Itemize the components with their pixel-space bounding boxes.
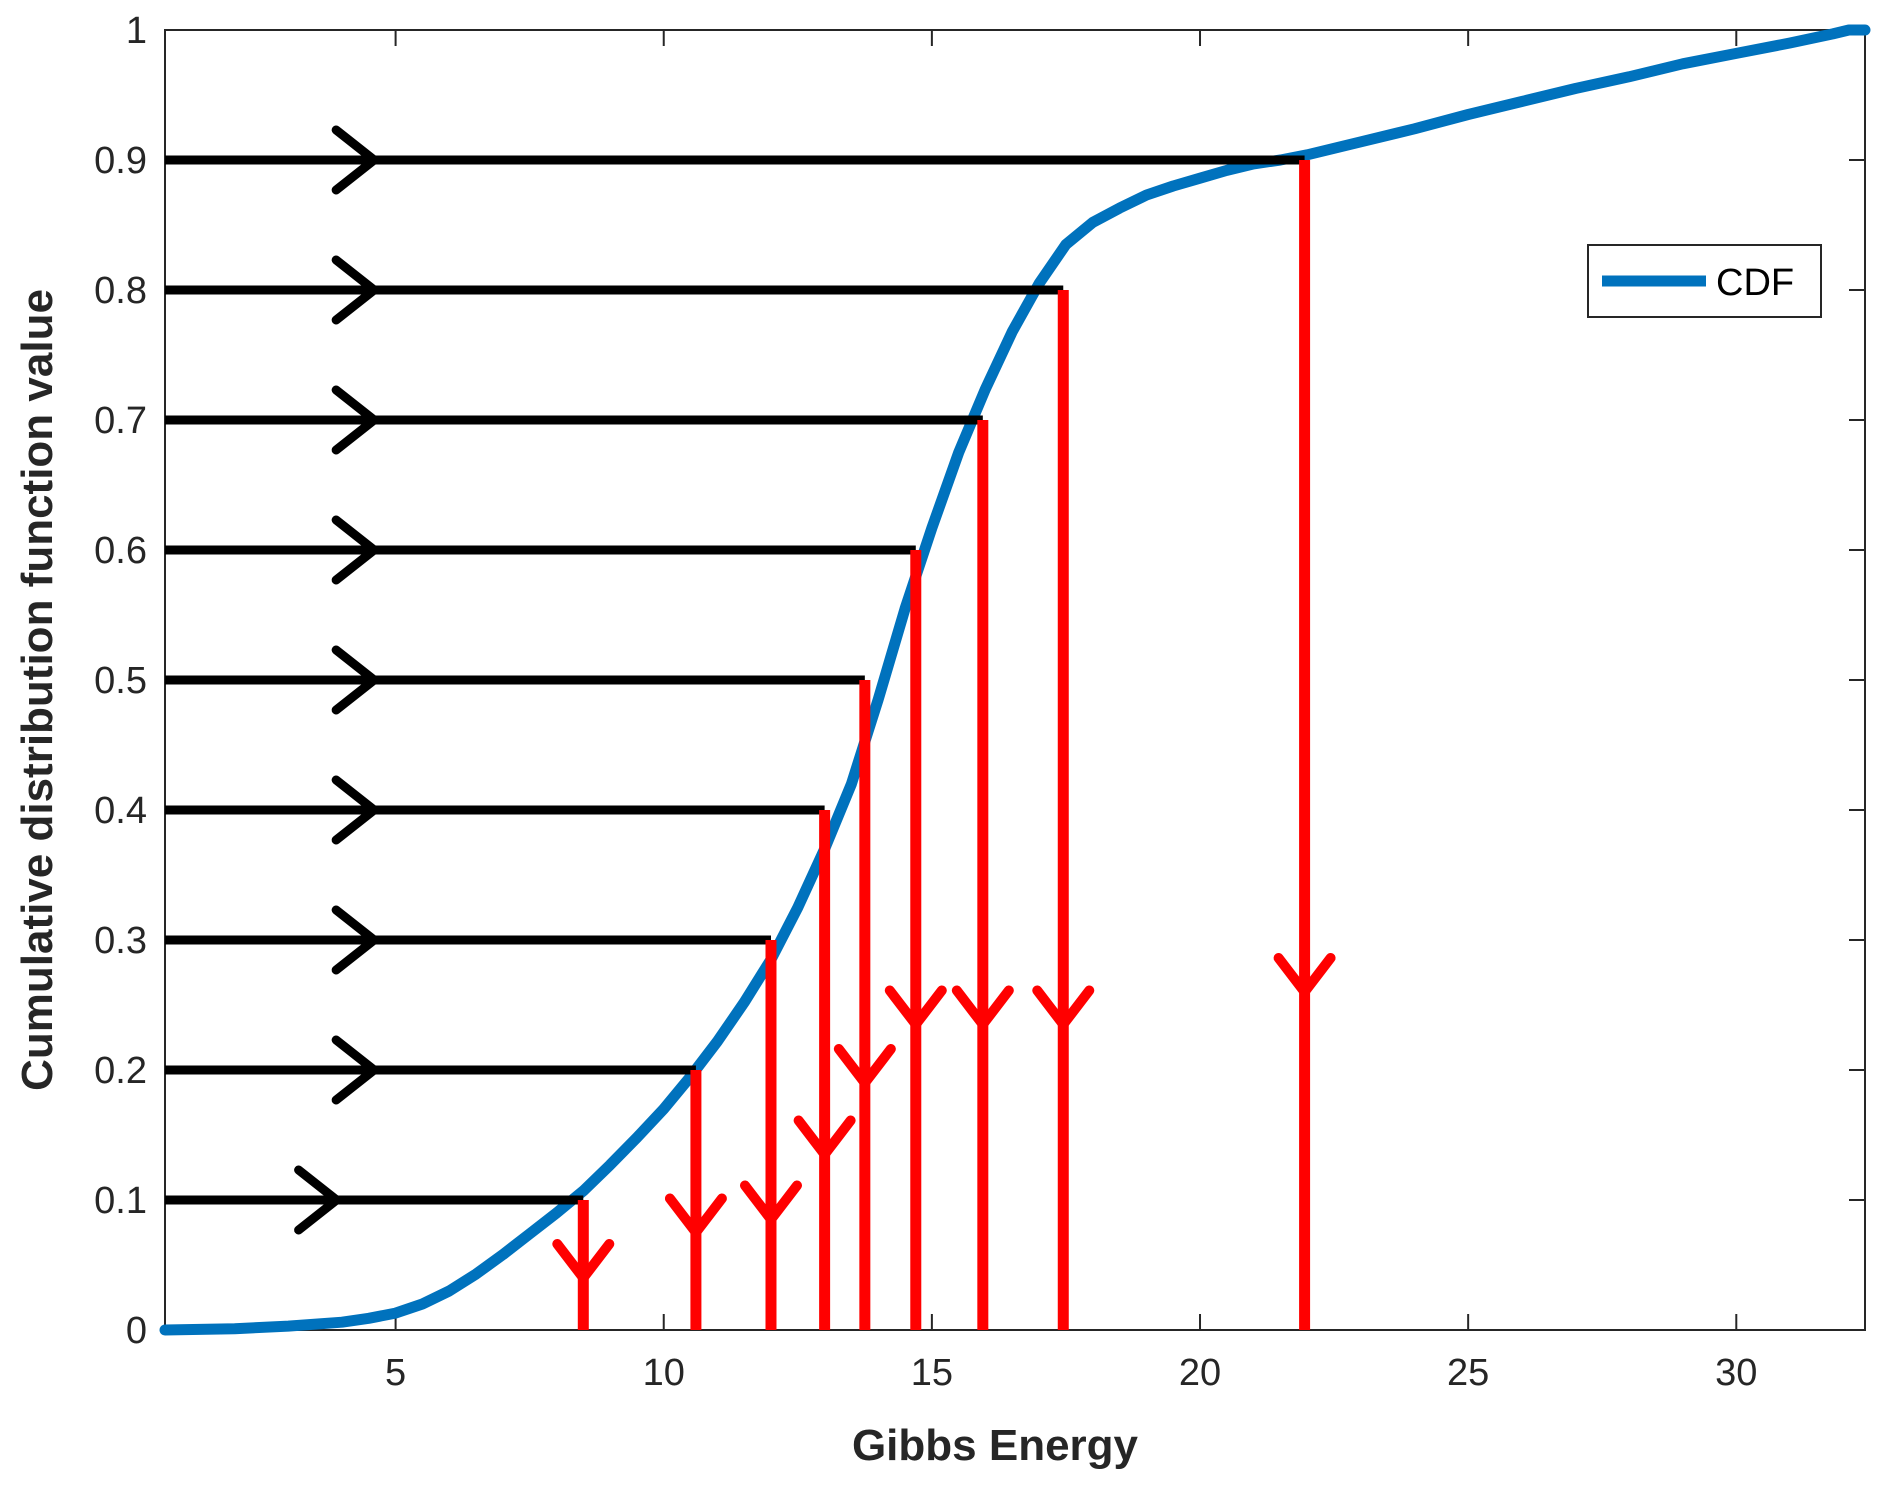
y-tick-label: 0.6 [94, 530, 147, 572]
y-tick-label: 0.1 [94, 1180, 147, 1222]
x-tick-label: 25 [1447, 1352, 1489, 1394]
x-tick-label: 30 [1715, 1352, 1757, 1394]
cdf-series-line [159, 24, 1871, 1336]
vertical-arrowhead [739, 1180, 802, 1225]
vertical-arrowhead [552, 1239, 615, 1283]
y-tick-label: 0.7 [94, 400, 147, 442]
x-axis-title: Gibbs Energy [852, 1421, 1139, 1470]
horizontal-arrowhead [331, 645, 379, 715]
y-axis-title: Cumulative distribution function value [13, 289, 62, 1091]
vertical-arrowhead [884, 985, 947, 1030]
horizontal-arrowhead [331, 125, 379, 195]
y-tick-label: 1 [126, 10, 147, 52]
horizontal-arrowhead [331, 255, 379, 325]
y-tick-label: 0.5 [94, 660, 147, 702]
vertical-arrowhead [1032, 985, 1095, 1030]
x-tick-label: 10 [643, 1352, 685, 1394]
vertical-arrowhead [951, 985, 1014, 1030]
vertical-arrowhead [1273, 953, 1336, 997]
horizontal-arrowhead [331, 775, 379, 845]
vertical-arrowhead [664, 1193, 727, 1238]
x-tick-label: 5 [385, 1352, 406, 1394]
vertical-arrowhead [833, 1044, 896, 1088]
x-tick-label: 15 [911, 1352, 953, 1394]
legend: CDF [1587, 244, 1822, 318]
y-tick-label: 0.4 [94, 790, 147, 832]
horizontal-arrowhead [331, 905, 379, 975]
horizontal-arrowhead [331, 385, 379, 455]
y-tick-label: 0.8 [94, 270, 147, 312]
y-tick-label: 0.9 [94, 140, 147, 182]
vertical-arrowhead [793, 1115, 856, 1160]
horizontal-arrowhead [294, 1165, 342, 1235]
legend-label: CDF [1716, 262, 1794, 304]
horizontal-arrowhead [331, 1035, 379, 1105]
y-tick-label: 0.2 [94, 1050, 147, 1092]
y-tick-label: 0.3 [94, 920, 147, 962]
x-tick-label: 20 [1179, 1352, 1221, 1394]
horizontal-arrowhead [331, 515, 379, 585]
y-tick-label: 0 [126, 1310, 147, 1352]
